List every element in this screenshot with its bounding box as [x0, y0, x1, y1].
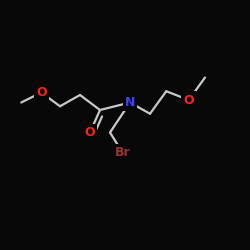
Text: O: O — [36, 86, 46, 99]
Text: O: O — [184, 94, 194, 106]
Text: Br: Br — [115, 146, 130, 159]
Text: N: N — [125, 96, 135, 109]
Text: O: O — [85, 126, 95, 139]
